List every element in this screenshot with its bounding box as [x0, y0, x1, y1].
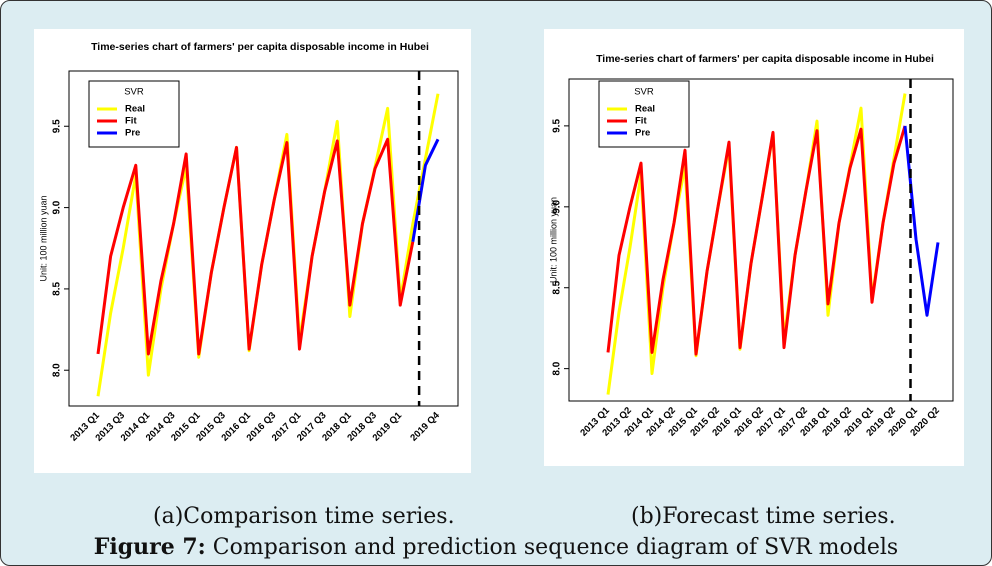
legend-title: SVR — [634, 87, 654, 98]
chart-a: Time-series chart of farmers' per capita… — [34, 29, 471, 473]
legend-label: Fit — [125, 116, 137, 127]
y-tick-label: 9.0 — [52, 200, 63, 214]
chart-title: Time-series chart of farmers' per capita… — [91, 41, 429, 53]
plot-frame — [568, 78, 954, 402]
y-tick-label: 8.5 — [552, 280, 563, 294]
legend-title: SVR — [124, 87, 144, 98]
series-line — [606, 125, 907, 356]
series-line — [903, 125, 940, 317]
y-tick-label: 9.5 — [552, 119, 563, 133]
legend-label: Real — [635, 104, 655, 115]
figure-label: Figure 7: — [93, 534, 206, 560]
legend-box — [598, 80, 690, 148]
y-axis-label: Unit: 100 million yuan — [38, 195, 48, 281]
caption-b: (b)Forecast time series. — [631, 504, 896, 529]
legend-box — [88, 80, 180, 148]
figure-text: Comparison and prediction sequence diagr… — [212, 535, 899, 560]
legend-label: Pre — [635, 128, 650, 139]
legend-label: Fit — [635, 116, 647, 127]
legend-label: Real — [125, 104, 145, 115]
x-tick-label: 2019 Q4 — [408, 410, 442, 444]
y-tick-label: 8.5 — [52, 282, 63, 296]
y-axis-label: Unit: 100 million yuan — [548, 197, 558, 283]
y-tick-label: 8.0 — [52, 363, 63, 377]
series-line — [96, 137, 415, 356]
y-tick-label: 9.5 — [52, 119, 63, 133]
series-line — [411, 138, 440, 242]
chart-b: Time-series chart of farmers' per capita… — [544, 29, 964, 466]
plot-frame — [68, 70, 459, 407]
caption-a: (a)Comparison time series. — [153, 504, 455, 529]
y-tick-label: 8.0 — [552, 361, 563, 375]
y-tick-label: 9.0 — [552, 199, 563, 213]
figure-caption: Figure 7: Comparison and prediction sequ… — [1, 534, 991, 560]
legend-label: Pre — [125, 128, 140, 139]
chart-title: Time-series chart of farmers' per capita… — [596, 53, 934, 65]
